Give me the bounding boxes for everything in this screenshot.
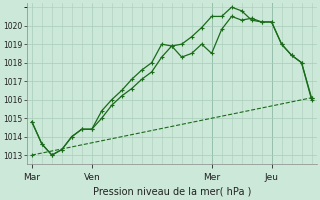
X-axis label: Pression niveau de la mer( hPa ): Pression niveau de la mer( hPa ) (92, 187, 251, 197)
